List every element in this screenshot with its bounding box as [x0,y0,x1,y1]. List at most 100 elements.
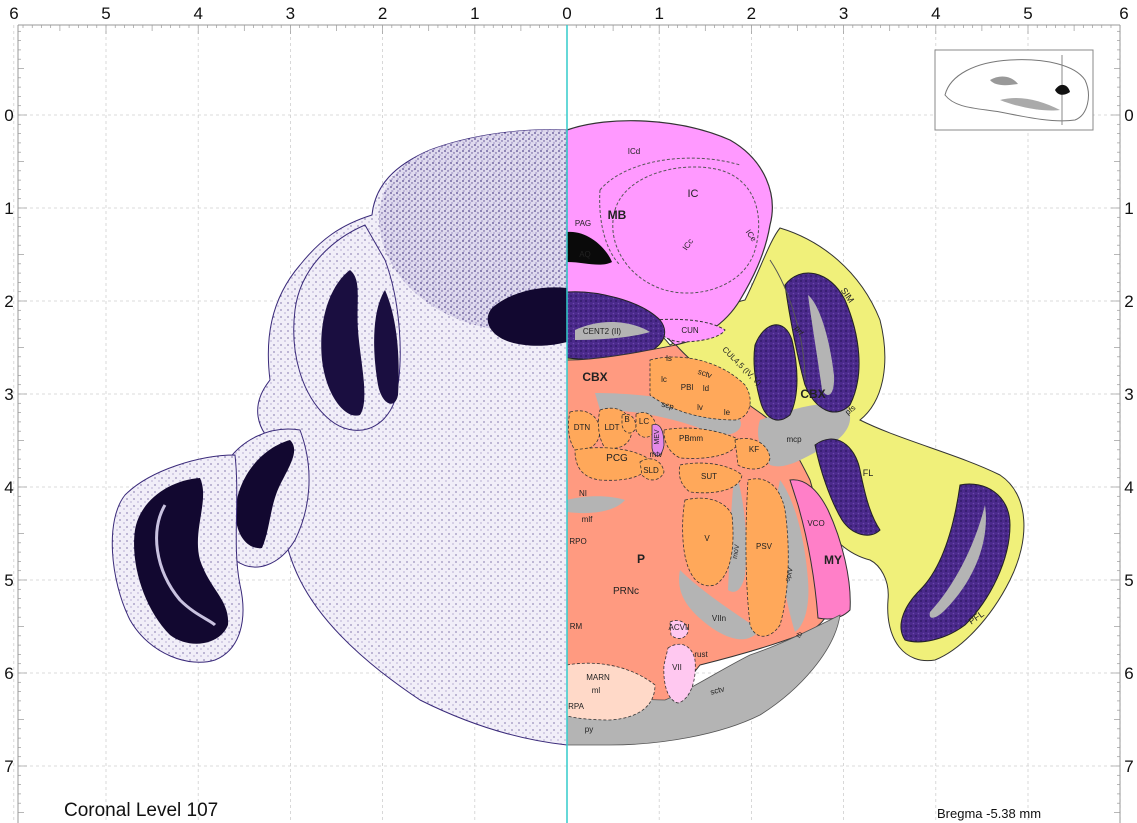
right-axis-label: 0 [1124,106,1133,125]
top-axis-label: 0 [562,4,571,23]
region-acvii [669,620,689,639]
region-label-pcg: PCG [606,453,628,464]
locator-tract [1000,98,1060,111]
region-pcg [574,447,651,481]
region-sld [639,458,665,481]
region-label-my: MY [824,553,842,567]
region-moV-tract [728,470,747,592]
region-cent2-core [575,321,650,340]
region-label-prnc: PRNc [613,586,639,597]
region-pfl-core [929,505,986,618]
region-label-sut: SUT [701,472,717,481]
top-axis-label: 2 [747,4,756,23]
region-label-scp: scp [660,400,675,412]
region-label-ni: NI [579,489,587,498]
region-ic-outer [599,157,741,191]
top-axis-label: 3 [286,4,295,23]
region-medulla [789,479,851,620]
region-label-marn: MARN [586,673,610,682]
left-axis-label: 6 [4,664,13,683]
region-label-rpo: RPO [569,537,586,546]
region-psv [745,478,789,637]
top-axis-label: 5 [1023,4,1032,23]
bregma-caption: Bregma -5.38 mm [937,806,1042,821]
region-label-sptv: sptV [784,567,794,583]
region-label-vii: VII [672,663,682,672]
locator-ventricle [990,76,1018,86]
region-label-icd: ICd [628,147,640,156]
region-b [621,413,637,434]
region-label-ic: IC [688,188,699,200]
region-label-dtn: DTN [574,423,591,432]
ruler-ticks [17,24,1121,823]
region-label-py: py [585,725,593,734]
region-aqueduct [567,231,612,265]
top-axis-label: 1 [654,4,663,23]
top-axis-label: 2 [378,4,387,23]
region-label-cun: CUN [681,326,699,335]
nissl-folium-2 [374,290,399,404]
right-axis-label: 7 [1124,757,1133,776]
level-caption: Coronal Level 107 [64,800,219,821]
region-label-mb: MB [608,208,627,222]
top-axis-label: 6 [1119,4,1128,23]
nissl-flocculus-core [235,440,295,549]
locator-brain-outline [944,59,1089,122]
nissl-tectum [379,129,567,333]
region-label-pbmm: PBmm [679,434,703,443]
region-label-aq: AQ [579,250,591,259]
right-axis-label: 4 [1124,478,1133,497]
region-label-v: V [704,534,710,543]
region-label-cbx_right: CBX [800,387,825,401]
region-fl-folium [814,438,881,536]
region-sim-core [808,295,835,395]
region-label-lc: lc [661,375,667,384]
region-label-ldt: LDT [604,423,619,432]
region-label-lc: LC [639,417,649,426]
left-axis-label: 7 [4,757,13,776]
region-label-sctv_bottom: sctv [709,684,725,696]
region-label-acvii: ACVII [669,623,690,632]
region-label-viin: VIIn [712,614,726,623]
left-axis-label: 2 [4,292,13,311]
top-axis-label: 4 [193,4,202,23]
region-pbl [649,356,751,421]
region-label-mcp: mcp [786,435,802,444]
ruler-labels: 6 5 4 3 2 1 0 1 2 3 4 5 6 0 0 1 1 2 2 3 3 4 4 5 5 6 6 7 7 [4,4,1133,776]
left-axis-label: 4 [4,478,13,497]
region-label-vco: VCO [807,519,824,528]
top-axis-label: 4 [931,4,940,23]
top-axis-label: 5 [101,4,110,23]
region-marn [566,662,656,721]
region-label-pag: PAG [575,219,591,228]
region-sut [678,462,743,494]
left-axis-label: 3 [4,385,13,404]
region-mlf [567,496,625,514]
region-label-kf: KF [749,445,759,454]
region-label-rust: rust [694,650,708,659]
region-label-pbl: PBl [681,383,694,392]
left-axis-label: 1 [4,199,13,218]
left-axis-label: 0 [4,106,13,125]
region-label-sld: SLD [643,466,659,475]
right-axis-label: 2 [1124,292,1133,311]
region-label-psv: PSV [756,542,773,551]
right-axis-label: 5 [1124,571,1133,590]
region-ic-inner [612,166,760,294]
region-label-tb: tb [795,631,804,640]
locator-cerebellum-mark [1055,84,1070,95]
region-label-mov: moV [732,544,741,560]
region-v [682,497,734,587]
region-label-ls: ls [666,354,672,363]
region-cun [654,318,726,343]
region-label-le: le [724,408,731,417]
right-axis-label: 6 [1124,664,1133,683]
region-label-ml: ml [592,686,601,695]
region-kf [734,438,771,470]
nissl-cent-lobule [487,287,567,346]
region-lc [635,412,657,438]
nissl-folium-1 [321,270,365,416]
region-label-mev: MEV [654,429,661,445]
region-cul-folium [753,324,798,421]
right-axis-label: 3 [1124,385,1133,404]
